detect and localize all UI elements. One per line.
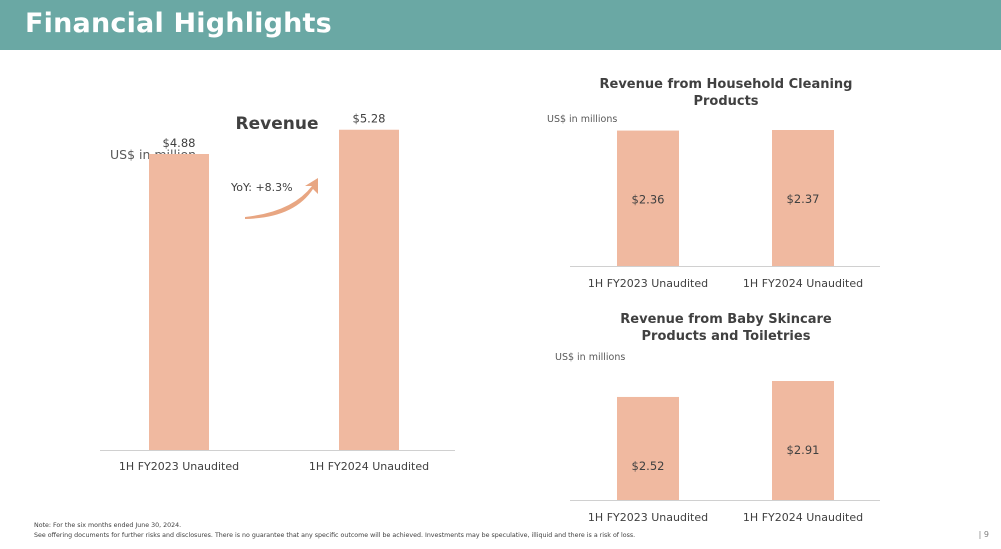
footnote-disclaimer: See offering documents for further risks…: [34, 532, 636, 539]
unit-label: US$ in millions: [555, 352, 625, 363]
chart-title: Revenue from Household Cleaning: [600, 77, 853, 92]
data-label: $2.52: [632, 459, 665, 473]
footnote-note: Note: For the six months ended June 30, …: [34, 522, 182, 529]
bar: [617, 396, 679, 500]
tick-label: 1H FY2024 Unaudited: [743, 277, 863, 290]
header-bar: Financial Highlights: [0, 0, 1001, 50]
bar: [339, 129, 399, 450]
data-label: $2.91: [787, 443, 820, 457]
chart-title: Products: [693, 94, 758, 109]
chart-title: Revenue from Baby Skincare: [620, 312, 832, 327]
chart-title: Products and Toiletries: [642, 329, 811, 344]
data-label: $5.28: [353, 112, 386, 126]
data-label: $2.37: [787, 192, 820, 206]
tick-label: 1H FY2023 Unaudited: [588, 511, 708, 524]
chart-title: Revenue: [236, 114, 319, 134]
growth-arrow-icon: [245, 178, 318, 219]
page-title: Financial Highlights: [25, 8, 332, 39]
data-label: $4.88: [163, 136, 196, 150]
page-number: | 9: [978, 530, 989, 539]
bar: [772, 381, 834, 500]
tick-label: 1H FY2024 Unaudited: [743, 511, 863, 524]
bar: [149, 154, 209, 450]
bar: [617, 130, 679, 266]
data-label: $2.36: [632, 193, 665, 207]
tick-label: 1H FY2023 Unaudited: [588, 277, 708, 290]
bar: [772, 130, 834, 266]
tick-label: 1H FY2024 Unaudited: [309, 460, 429, 473]
unit-label: US$ in millions: [547, 114, 617, 125]
yoy-annotation: YoY: +8.3%: [230, 181, 293, 194]
tick-label: 1H FY2023 Unaudited: [119, 460, 239, 473]
